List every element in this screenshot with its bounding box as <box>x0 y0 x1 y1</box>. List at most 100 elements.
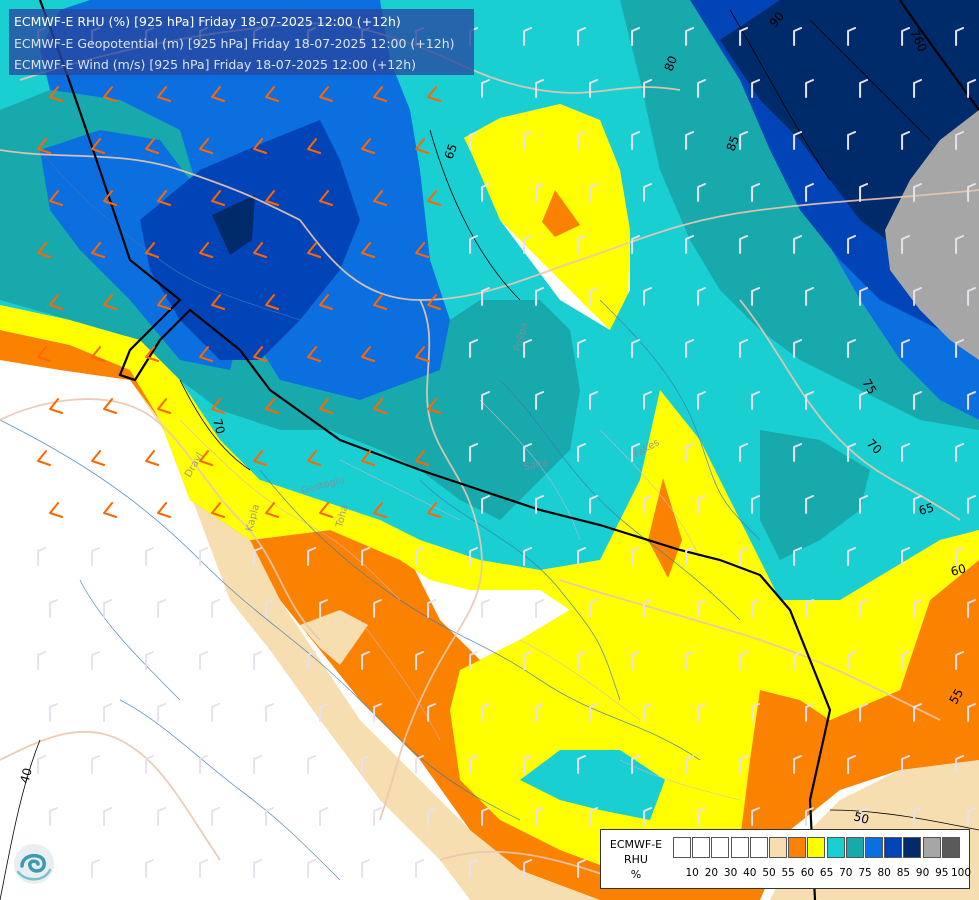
legend-tick: 65 <box>819 867 834 879</box>
wind-barb <box>253 547 263 566</box>
wind-barb <box>955 235 965 254</box>
region-borders <box>179 399 741 801</box>
wind-barb <box>427 502 442 518</box>
wind-barb <box>739 235 749 254</box>
wind-barb <box>145 651 155 670</box>
wind-barb <box>307 450 322 466</box>
wind-barb <box>589 79 599 98</box>
wind-barb <box>589 183 599 202</box>
legend-tick: 100 <box>950 867 972 879</box>
wind-barb <box>265 599 275 618</box>
wind-barb <box>481 495 491 514</box>
legend-swatch <box>826 837 845 858</box>
rhu-legend: ECMWF-E RHU % 10 20 30 40 50 55 60 65 70 75 80 85 90… <box>600 829 972 889</box>
contour-label-85: 85 <box>724 134 742 153</box>
wind-barb <box>535 599 545 618</box>
wind-barb <box>859 807 869 826</box>
wind-barb <box>265 398 280 414</box>
wind-barb <box>427 703 437 722</box>
wind-barb <box>415 138 430 154</box>
wind-barb <box>49 398 64 414</box>
wind-barb <box>847 131 857 150</box>
wind-barb <box>901 651 911 670</box>
wind-barb <box>955 547 965 566</box>
wind-barb <box>739 651 749 670</box>
wind-barb <box>37 242 52 258</box>
wind-barb <box>535 183 545 202</box>
wind-barb <box>319 398 334 414</box>
legend-tick: 20 <box>704 867 719 879</box>
wind-barb <box>523 235 533 254</box>
wind-barb <box>967 79 977 98</box>
wind-barb <box>685 131 695 150</box>
contour-labels: 65 80 85 90 760 70 75 70 65 60 55 50 40 <box>17 9 967 827</box>
rhu-95-area <box>885 110 979 360</box>
wind-barb <box>157 599 167 618</box>
wind-barb <box>211 294 226 310</box>
wind-barb <box>631 547 641 566</box>
legend-swatch <box>845 837 864 858</box>
legend-swatch <box>673 837 691 858</box>
contour-label-75: 75 <box>859 377 879 397</box>
wind-barb <box>589 287 599 306</box>
wind-barb <box>157 807 167 826</box>
wind-barb <box>523 859 533 878</box>
wind-barb <box>577 547 587 566</box>
wind-barb <box>91 547 101 566</box>
wind-barb <box>589 703 599 722</box>
place-label-7: Sana <box>523 458 549 473</box>
wind-barb <box>523 651 533 670</box>
wind-barb <box>49 294 64 310</box>
wind-barb <box>847 339 857 358</box>
wind-barb <box>685 547 695 566</box>
wind-barb <box>253 138 268 154</box>
wind-barb <box>319 502 334 518</box>
wind-barb <box>37 346 52 362</box>
wind-barb <box>793 235 803 254</box>
wind-barb <box>91 242 106 258</box>
wind-barb <box>253 242 268 258</box>
wind-barb <box>901 27 911 46</box>
wind-barb <box>145 755 155 774</box>
wind-barb <box>199 346 214 362</box>
wind-barb <box>697 599 707 618</box>
wind-barb <box>307 651 317 670</box>
legend-tick: 10 <box>685 867 699 879</box>
wind-barb <box>427 807 437 826</box>
wind-barb <box>481 79 491 98</box>
wind-barb <box>469 339 479 358</box>
wind-barb <box>361 138 376 154</box>
rhu-60-blob-mid <box>648 478 682 578</box>
wind-barb <box>103 294 118 310</box>
wind-barb <box>913 391 923 410</box>
wind-barb <box>793 547 803 566</box>
wind-barb <box>967 495 977 514</box>
wind-barb <box>199 450 214 466</box>
wind-barb <box>523 27 533 46</box>
wind-barb <box>199 242 214 258</box>
wind-barb <box>199 547 209 566</box>
wind-barb <box>955 651 965 670</box>
contour-label-65-right: 65 <box>917 500 935 517</box>
wind-barb <box>91 138 106 154</box>
wind-barb <box>157 190 172 206</box>
rhu-65-area <box>0 305 979 880</box>
wind-barb <box>793 339 803 358</box>
wind-barb <box>901 443 911 462</box>
wind-barb <box>481 599 491 618</box>
wind-barb <box>157 294 172 310</box>
wind-barb <box>469 131 479 150</box>
wind-barb <box>481 183 491 202</box>
wind-barb <box>91 651 101 670</box>
wind-barb <box>199 651 209 670</box>
wind-barb <box>643 79 653 98</box>
wind-barb <box>739 27 749 46</box>
wind-barb <box>739 755 749 774</box>
wind-barb <box>913 79 923 98</box>
thin-contours <box>0 9 979 900</box>
wind-barb <box>793 27 803 46</box>
wind-barb <box>253 755 263 774</box>
rivers <box>0 149 761 881</box>
rhu-55-blob-west <box>300 610 368 665</box>
wind-barb <box>481 807 491 826</box>
